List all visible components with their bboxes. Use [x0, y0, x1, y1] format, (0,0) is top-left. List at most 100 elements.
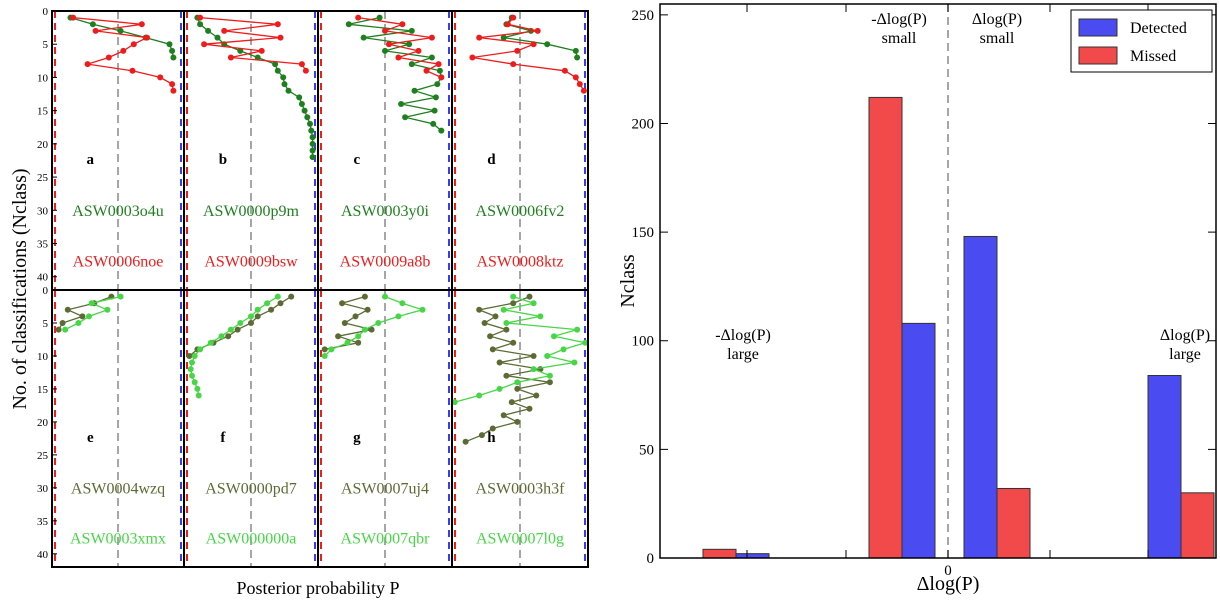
data-point-ASW0009bsw: [197, 14, 204, 21]
data-point-ASW0008ktz: [561, 67, 568, 74]
data-point-ASW0008ktz: [514, 47, 521, 54]
data-point-ASW000000a: [248, 313, 254, 320]
data-point-ASW0003o4u: [169, 47, 176, 54]
data-point-ASW0007l0g: [503, 320, 510, 326]
y-axis-label: Nclass: [617, 254, 639, 308]
data-point-ASW000000a: [187, 366, 194, 373]
data-point-ASW000000a: [264, 300, 271, 307]
data-point-ASW0000pd7: [186, 353, 193, 359]
series-name-label: ASW0006noe: [73, 253, 164, 270]
y-tick-label: 5: [43, 318, 49, 330]
data-point-ASW0006noe: [70, 14, 77, 21]
data-point-ASW0000p9m: [304, 114, 311, 121]
data-point-ASW0006noe: [129, 67, 136, 74]
data-point-ASW0007l0g: [544, 353, 551, 359]
series-line-ASW0003y0i: [348, 16, 442, 132]
data-point-ASW0009a8b: [423, 67, 430, 74]
panel-b: b ASW0000p9m ASW0009bsw: [183, 10, 319, 291]
data-point-ASW0007qbr: [328, 346, 335, 353]
data-point-ASW0003h3f: [514, 418, 521, 425]
data-point-ASW0000p9m: [237, 47, 244, 54]
y-tick-label: 40: [37, 549, 49, 561]
data-point-ASW0006noe: [130, 41, 137, 48]
data-point-ASW0000pd7: [268, 306, 275, 313]
data-point-ASW0007qbr: [399, 300, 406, 307]
data-point-ASW0006noe: [169, 81, 176, 88]
legend-label: Missed: [1130, 48, 1176, 65]
y-tick-label: 25: [37, 450, 49, 462]
panel-f: f ASW0000pd7 ASW000000a: [183, 289, 319, 568]
data-point-ASW0003o4u: [89, 21, 96, 28]
data-point-ASW0004wzq: [59, 320, 66, 326]
series-line-ASW0007qbr: [324, 295, 425, 357]
series-name-label: ASW0000p9m: [203, 203, 300, 220]
data-point-ASW0003xmx: [75, 320, 82, 326]
data-point-ASW0003y0i: [431, 107, 438, 114]
data-point-ASW000000a: [274, 293, 281, 300]
data-point-ASW0000p9m: [307, 120, 313, 127]
data-point-ASW0007l0g: [500, 306, 507, 313]
series-name-label: ASW0009bsw: [204, 253, 298, 270]
data-point-ASW0009a8b: [395, 54, 402, 61]
data-point-ASW0008ktz: [510, 61, 517, 68]
panel-label: e: [87, 430, 94, 446]
y-tick-label: 20: [37, 139, 49, 151]
data-point-ASW0000p9m: [309, 154, 316, 161]
y-tick-label: 10: [37, 72, 49, 84]
data-point-ASW0003y0i: [408, 27, 415, 34]
data-point-ASW0000p9m: [301, 107, 308, 114]
y-tick-label: 10: [37, 351, 49, 363]
y-tick-label: 30: [37, 483, 49, 495]
series-name-label: ASW0008ktz: [476, 253, 563, 270]
data-point-ASW0003y0i: [430, 120, 437, 127]
bar-missed: [1180, 492, 1215, 559]
data-point-ASW000000a: [195, 392, 202, 399]
data-point-ASW0004wzq: [79, 313, 86, 320]
data-point-ASW0003y0i: [438, 127, 445, 134]
x-axis-label: Δlog(P): [917, 573, 980, 595]
y-tick-label: 50: [639, 442, 654, 458]
data-point-ASW0006noe: [84, 61, 91, 68]
data-point-ASW0003h3f: [476, 306, 483, 313]
data-point-ASW0006noe: [120, 47, 127, 54]
data-point-ASW0000p9m: [309, 147, 316, 154]
data-point-ASW0003h3f: [526, 293, 533, 300]
data-point-ASW000000a: [207, 339, 214, 346]
y-tick-label: 35: [37, 516, 49, 528]
data-point-ASW0003h3f: [500, 412, 507, 419]
panel-g: g ASW0007uj4 ASW0007qbr: [317, 289, 453, 568]
series-name-label: ASW0003h3f: [476, 481, 566, 498]
data-point-ASW0008ktz: [580, 87, 587, 94]
data-point-ASW0003h3f: [489, 425, 496, 432]
y-tick-label: 100: [632, 334, 655, 350]
data-point-ASW0007l0g: [537, 313, 544, 320]
data-point-ASW0000p9m: [298, 101, 305, 107]
category-annotation: Δlog(P): [1160, 327, 1210, 344]
data-point-ASW0003y0i: [402, 114, 409, 121]
data-point-ASW0007uj4: [364, 306, 371, 313]
data-point-ASW0003h3f: [510, 300, 517, 307]
data-point-ASW0003h3f: [526, 405, 533, 412]
data-point-ASW0007l0g: [571, 359, 578, 366]
data-point-ASW0003h3f: [487, 333, 494, 340]
data-point-ASW0007qbr: [375, 320, 382, 326]
data-point-ASW0006fv2: [572, 47, 579, 54]
data-point-ASW0006noe: [92, 27, 99, 34]
data-point-ASW0003xmx: [86, 313, 92, 320]
data-point-ASW0007qbr: [355, 333, 362, 340]
data-point-ASW0009bsw: [227, 54, 234, 61]
data-point-ASW0007l0g: [510, 293, 517, 300]
data-point-ASW0009a8b: [382, 27, 388, 34]
data-point-ASW0006noe: [170, 87, 177, 94]
y-tick-label: 20: [37, 417, 49, 429]
data-point-ASW0007l0g: [582, 339, 589, 346]
data-point-ASW0003xmx: [88, 300, 95, 307]
data-point-ASW0009bsw: [221, 27, 228, 34]
data-point-ASW000000a: [189, 359, 195, 366]
series-name-label: ASW000000a: [206, 530, 297, 547]
panel-label: c: [354, 152, 361, 168]
series-name-label: ASW0007qbr: [341, 530, 431, 547]
data-point-ASW0000p9m: [296, 94, 303, 101]
data-point-ASW0000pd7: [234, 326, 241, 333]
